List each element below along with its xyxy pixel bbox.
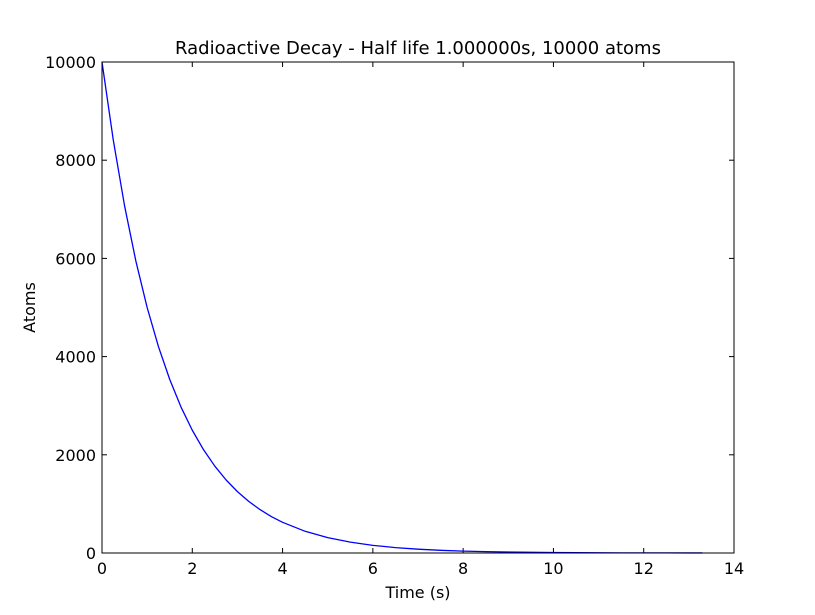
x-tick-label: 2: [187, 559, 197, 578]
x-tick-label: 8: [458, 559, 468, 578]
labels-layer: Radioactive Decay - Half life 1.000000s,…: [20, 38, 661, 602]
y-axis-label: Atoms: [20, 282, 39, 333]
x-tick-label: 6: [368, 559, 378, 578]
y-tick-label: 10000: [45, 53, 96, 72]
y-tick-label: 6000: [55, 249, 96, 268]
y-tick-label: 4000: [55, 348, 96, 367]
chart-title: Radioactive Decay - Half life 1.000000s,…: [175, 38, 661, 59]
x-tick-label: 0: [97, 559, 107, 578]
y-tick-label: 0: [86, 544, 96, 563]
x-tick-label: 4: [277, 559, 287, 578]
plot-frame: [101, 61, 735, 554]
x-axis-label: Time (s): [384, 583, 450, 602]
y-tick-label: 2000: [55, 446, 96, 465]
y-tick-label: 8000: [55, 151, 96, 170]
x-tick-label: 10: [543, 559, 563, 578]
x-tick-label: 14: [724, 559, 744, 578]
x-tick-label: 12: [634, 559, 654, 578]
